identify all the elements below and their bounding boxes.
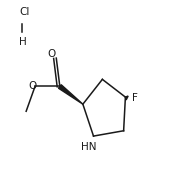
Polygon shape: [59, 85, 83, 104]
Text: Cl: Cl: [19, 7, 29, 17]
Text: H: H: [19, 37, 27, 47]
Text: F: F: [132, 93, 137, 103]
Polygon shape: [125, 96, 128, 100]
Text: O: O: [28, 81, 36, 91]
Text: O: O: [48, 49, 56, 59]
Text: HN: HN: [81, 142, 97, 152]
